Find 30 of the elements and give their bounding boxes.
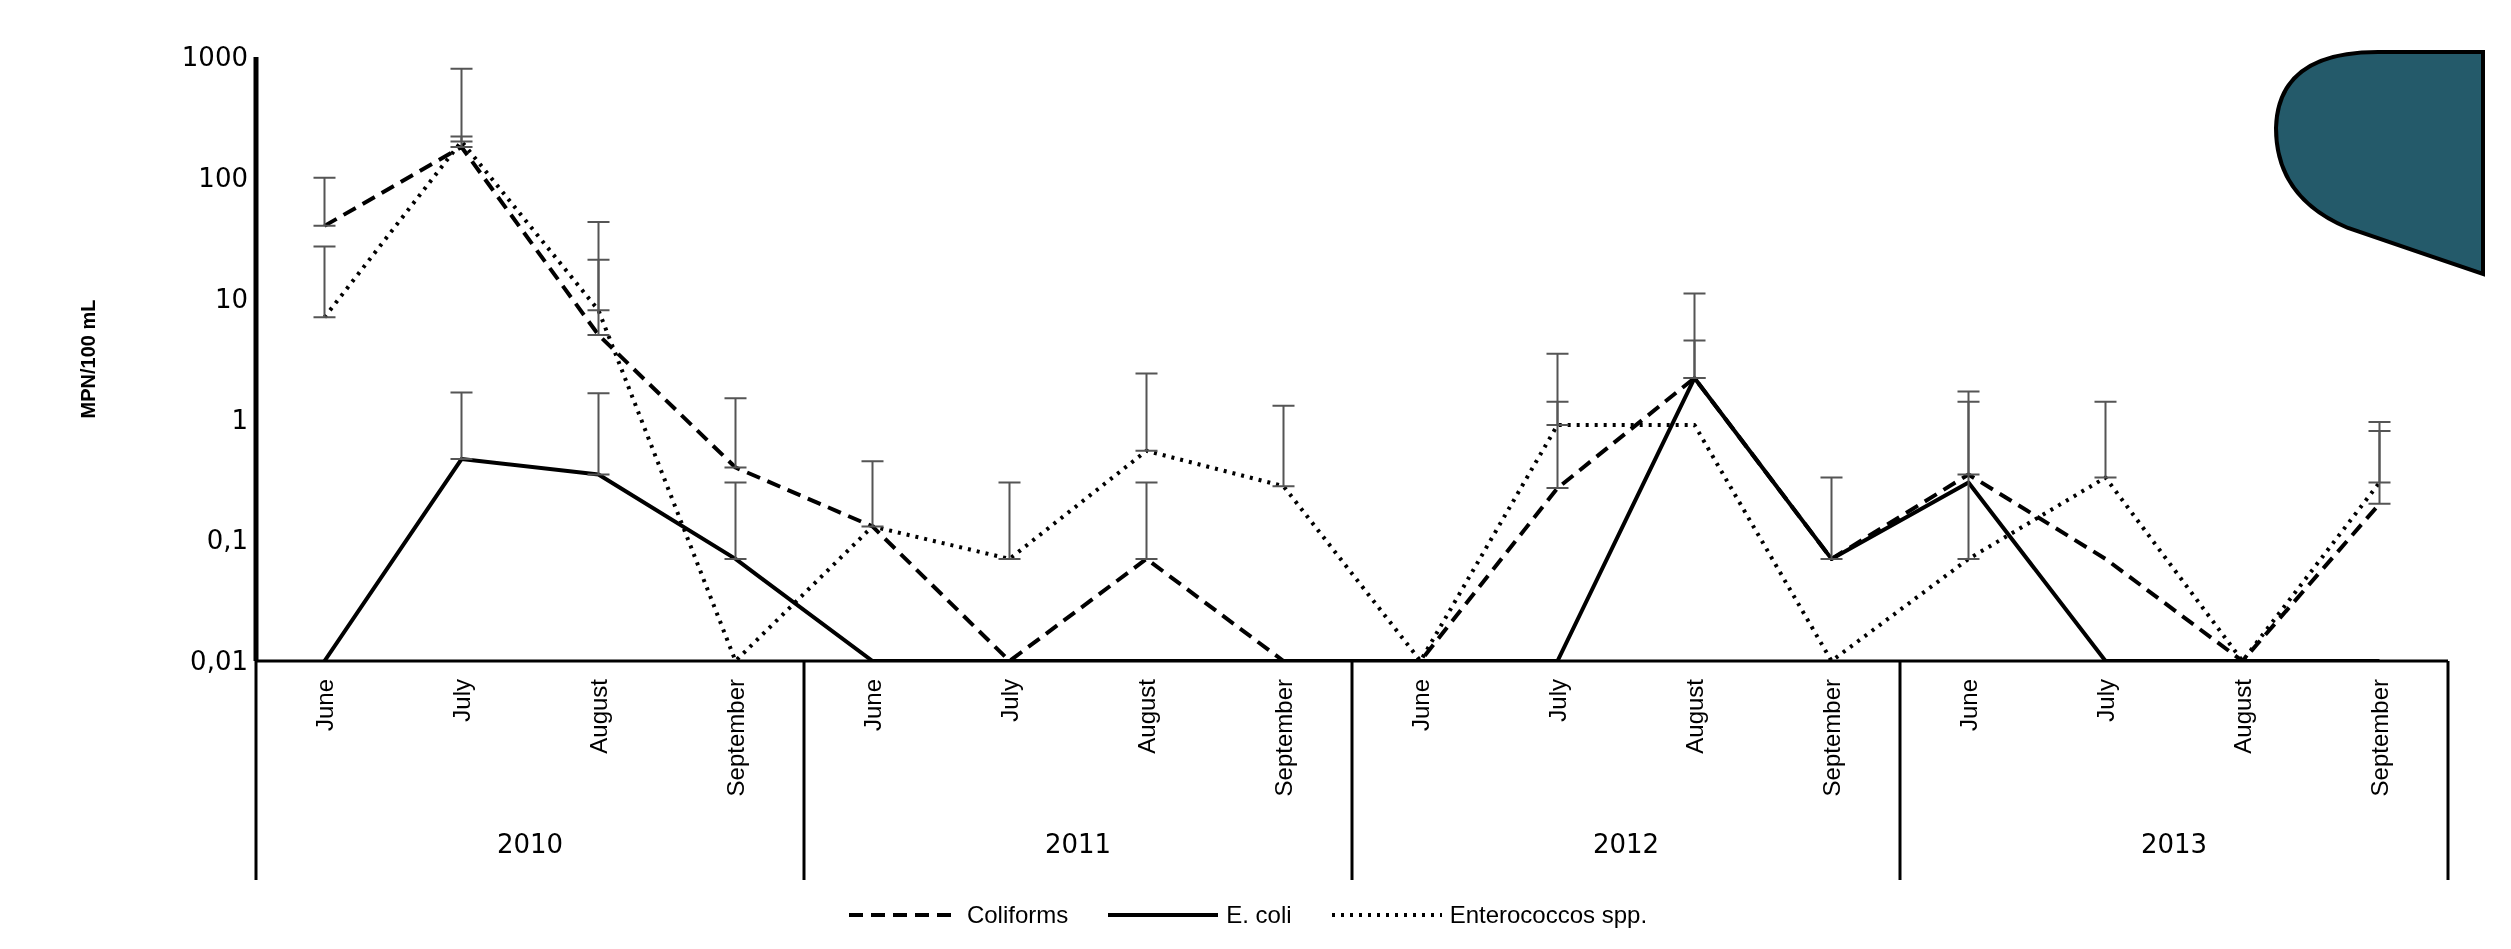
x-tick-label: July (448, 679, 475, 722)
y-tick-label: 0,01 (190, 646, 248, 677)
x-tick-label: June (1407, 679, 1434, 732)
y-tick-label: 1000 (181, 42, 248, 73)
x-tick-label: September (722, 679, 749, 797)
text: 2011 (1044, 829, 1112, 859)
text: 2013 (2140, 829, 2208, 859)
y-tick-label: 0,1 (206, 525, 248, 556)
x-tick-label: June (311, 679, 338, 732)
x-tick-label: August (1681, 678, 1708, 754)
y-tick-label: 1 (231, 404, 248, 435)
x-tick-label: June (859, 679, 886, 732)
x-tick-label: July (2092, 679, 2119, 722)
legend-label: Enterococcos spp. (1449, 901, 1648, 929)
y-tick-label: 10 (214, 283, 248, 314)
y-tick-label: 100 (198, 163, 248, 194)
y-axis-title: MPN/100 mL (76, 299, 100, 419)
x-tick-label: August (585, 678, 612, 754)
x-tick-label: July (1544, 679, 1571, 722)
text: 2010 (496, 829, 564, 859)
x-tick-label: August (2229, 678, 2256, 754)
x-tick-label: August (1133, 678, 1160, 754)
legend-label: E. coli (1226, 901, 1292, 929)
text: 2012 (1592, 829, 1660, 859)
x-tick-label: July (996, 679, 1023, 722)
x-tick-label: September (1270, 679, 1297, 797)
x-tick-label: September (2366, 679, 2393, 797)
legend-label: Coliforms (966, 901, 1069, 929)
x-tick-label: June (1955, 679, 1982, 732)
x-tick-label: September (1818, 679, 1845, 797)
